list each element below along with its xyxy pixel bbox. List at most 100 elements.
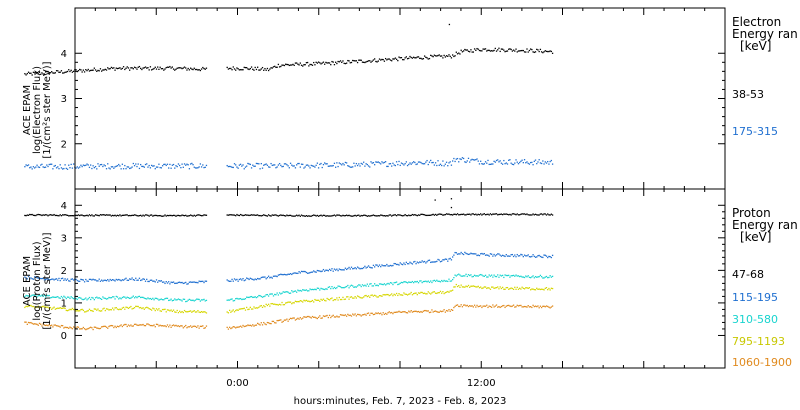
data-point — [259, 305, 261, 307]
data-point — [533, 214, 535, 216]
data-point — [35, 71, 37, 74]
data-point — [135, 305, 137, 307]
data-point — [354, 286, 356, 288]
data-point — [542, 214, 544, 216]
data-point — [144, 297, 147, 300]
data-point — [395, 215, 398, 217]
proton-legend-line3: [keV] — [740, 230, 772, 244]
data-point — [129, 214, 131, 217]
data-point — [371, 214, 373, 217]
data-point — [464, 161, 466, 163]
data-point — [419, 280, 421, 282]
data-point — [335, 269, 337, 271]
data-point — [174, 69, 176, 71]
data-point — [450, 280, 453, 282]
data-point — [437, 280, 439, 282]
data-point — [477, 285, 479, 288]
data-point — [175, 68, 177, 70]
data-point — [27, 295, 30, 297]
data-point — [406, 58, 409, 60]
data-point — [168, 309, 170, 311]
data-point — [320, 298, 322, 301]
data-point — [36, 71, 38, 74]
data-point — [519, 214, 521, 216]
data-point — [169, 163, 171, 166]
data-point — [303, 316, 305, 318]
data-point — [252, 278, 254, 281]
data-point — [193, 166, 195, 168]
data-point — [509, 159, 511, 161]
data-point — [378, 215, 381, 217]
data-point — [226, 311, 228, 313]
data-point — [459, 158, 461, 160]
data-point — [347, 284, 349, 287]
x-tick-label: 0:00 — [226, 378, 248, 389]
data-point — [441, 310, 443, 313]
data-point — [331, 315, 333, 317]
data-point — [349, 215, 351, 217]
data-point — [523, 51, 526, 53]
data-point — [33, 276, 36, 278]
data-point — [309, 215, 311, 217]
data-point — [81, 214, 83, 216]
data-point — [135, 277, 137, 279]
data-point — [172, 299, 175, 301]
data-point — [361, 61, 364, 63]
data-point — [58, 297, 60, 299]
data-point — [132, 68, 134, 70]
data-point — [291, 290, 293, 292]
data-point — [534, 159, 537, 161]
data-point — [360, 297, 362, 299]
data-point — [311, 288, 314, 291]
data-point — [523, 288, 526, 290]
data-point — [105, 308, 108, 310]
data-point — [315, 288, 317, 291]
data-point — [398, 292, 400, 295]
data-point — [491, 306, 493, 308]
data-point — [310, 63, 312, 66]
data-point — [516, 286, 518, 289]
y-tick-label: 4 — [61, 49, 67, 60]
data-point — [93, 299, 95, 301]
data-point — [121, 307, 124, 309]
data-point — [375, 215, 377, 217]
data-point — [472, 213, 475, 215]
data-point — [408, 310, 410, 312]
data-point — [319, 62, 321, 64]
data-point — [185, 281, 187, 284]
data-point — [471, 213, 473, 215]
data-point — [504, 255, 506, 258]
data-point — [155, 68, 158, 70]
data-point — [484, 305, 487, 307]
data-point — [476, 286, 478, 288]
data-point — [137, 295, 139, 298]
data-point — [540, 162, 543, 165]
data-point — [300, 318, 303, 320]
data-point — [332, 214, 334, 217]
data-point — [236, 166, 238, 168]
data-point — [107, 67, 109, 69]
data-point — [169, 324, 171, 326]
data-point — [33, 72, 36, 74]
data-point — [494, 47, 496, 50]
data-point — [448, 258, 450, 260]
data-point — [298, 214, 300, 216]
data-point — [413, 310, 415, 313]
data-point — [330, 287, 332, 290]
data-point — [154, 281, 156, 283]
data-point — [299, 166, 301, 168]
data-point — [493, 274, 495, 276]
data-point — [527, 254, 529, 256]
data-point — [182, 298, 184, 300]
data-point — [506, 304, 509, 307]
data-point — [51, 214, 53, 216]
data-point — [66, 296, 69, 298]
data-point — [408, 57, 410, 60]
data-point — [523, 276, 526, 279]
data-point — [438, 213, 440, 215]
data-point — [261, 276, 264, 278]
data-point — [426, 57, 428, 59]
data-point — [193, 300, 195, 302]
data-point — [543, 254, 545, 256]
data-point — [491, 163, 493, 165]
